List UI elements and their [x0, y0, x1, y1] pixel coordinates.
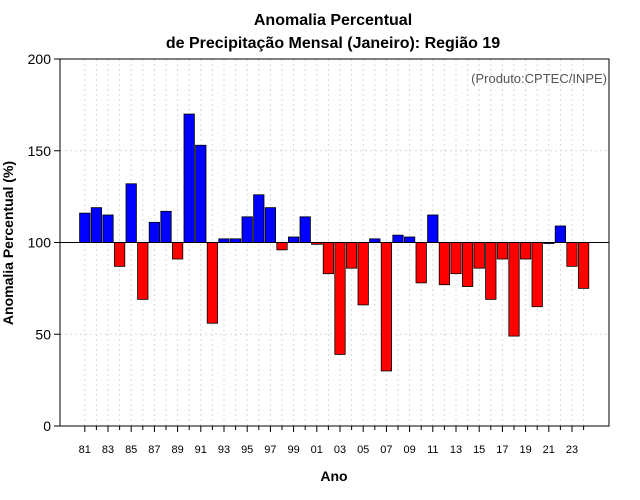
x-tick-label-87: 87: [148, 444, 160, 456]
x-tick-label-93: 93: [218, 444, 230, 456]
bar-16: [485, 242, 497, 300]
x-tick-label-89: 89: [171, 444, 183, 456]
x-tick-label-91: 91: [195, 444, 207, 456]
bar-84: [114, 242, 126, 267]
bars: [79, 113, 590, 372]
bar-23: [566, 242, 578, 267]
bar-87: [148, 221, 160, 243]
y-tick-label: 100: [28, 235, 52, 251]
grid-lines: [60, 58, 609, 427]
bar-13: [450, 242, 462, 275]
bar-11: [427, 214, 439, 243]
y-tick-label: 200: [28, 51, 52, 67]
bar-07: [380, 242, 393, 372]
bar-06: [369, 238, 381, 243]
bar-85: [125, 183, 137, 243]
bar-83: [102, 214, 114, 243]
bar-17: [496, 242, 509, 260]
x-tick-label-81: 81: [79, 444, 91, 456]
bar-90: [183, 113, 195, 243]
x-tick-label-85: 85: [125, 444, 137, 456]
bar-05: [357, 242, 369, 306]
chart-title-line2: de Precipitação Mensal (Janeiro): Região…: [166, 35, 500, 52]
x-axis-label: Ano: [320, 468, 347, 484]
bar-94: [229, 238, 242, 243]
x-tick-label-19: 19: [519, 444, 531, 456]
bar-18: [508, 242, 520, 337]
x-tick-label-17: 17: [496, 444, 508, 456]
bar-22: [554, 225, 567, 243]
bar-09: [403, 236, 416, 243]
x-tick-label-97: 97: [264, 444, 276, 456]
x-tick-label-13: 13: [450, 444, 462, 456]
bar-86: [137, 242, 149, 300]
x-tick-label-11: 11: [427, 444, 438, 456]
bar-91: [195, 144, 207, 243]
bar-03: [334, 242, 346, 355]
x-tick-label-23: 23: [566, 444, 578, 456]
y-axis-label: Anomalia Percentual (%): [0, 161, 16, 325]
bar-20: [531, 242, 543, 308]
bar-08: [392, 234, 404, 243]
x-tick-label-07: 07: [380, 444, 392, 456]
bar-97: [264, 207, 277, 243]
x-tick-label-01: 01: [311, 444, 323, 456]
chart-title-line1: Anomalia Percentual: [254, 12, 412, 29]
x-tick-label-83: 83: [102, 444, 114, 456]
bar-96: [253, 194, 265, 243]
y-axis: 0 50 100 150 200: [28, 51, 60, 434]
bar-99: [287, 236, 300, 243]
bar-15: [473, 242, 485, 269]
bar-95: [241, 216, 253, 243]
x-tick-label-03: 03: [334, 444, 346, 456]
x-tick-label-95: 95: [241, 444, 253, 456]
bar-98: [276, 242, 288, 251]
x-tick-label-05: 05: [357, 444, 369, 456]
bar-00: [299, 216, 311, 243]
bar-24: [578, 242, 590, 289]
x-axis: 81 83 85 87 89 91 93 95 97 99 01 03 05 07 09 11 13 15 17 19…: [79, 426, 585, 456]
bar-81: [79, 212, 91, 243]
bar-93: [218, 238, 230, 243]
bar-82: [90, 207, 102, 243]
bar-14: [461, 242, 474, 287]
bar-04: [345, 242, 358, 269]
credit-text: (Produto:CPTEC/INPE): [471, 71, 607, 86]
bar-92: [206, 242, 218, 324]
x-tick-label-09: 09: [403, 444, 415, 456]
x-tick-label-15: 15: [473, 444, 485, 456]
bar-88: [160, 210, 172, 243]
bar-10: [415, 242, 427, 284]
y-tick-label: 0: [43, 418, 51, 434]
bar-89: [171, 242, 184, 260]
x-tick-label-21: 21: [543, 444, 555, 456]
y-tick-label: 50: [35, 326, 51, 342]
bar-02: [322, 242, 335, 275]
y-tick-label: 150: [28, 143, 52, 159]
x-tick-label-99: 99: [287, 444, 299, 456]
bar-12: [438, 242, 451, 286]
bar-19: [520, 242, 532, 260]
